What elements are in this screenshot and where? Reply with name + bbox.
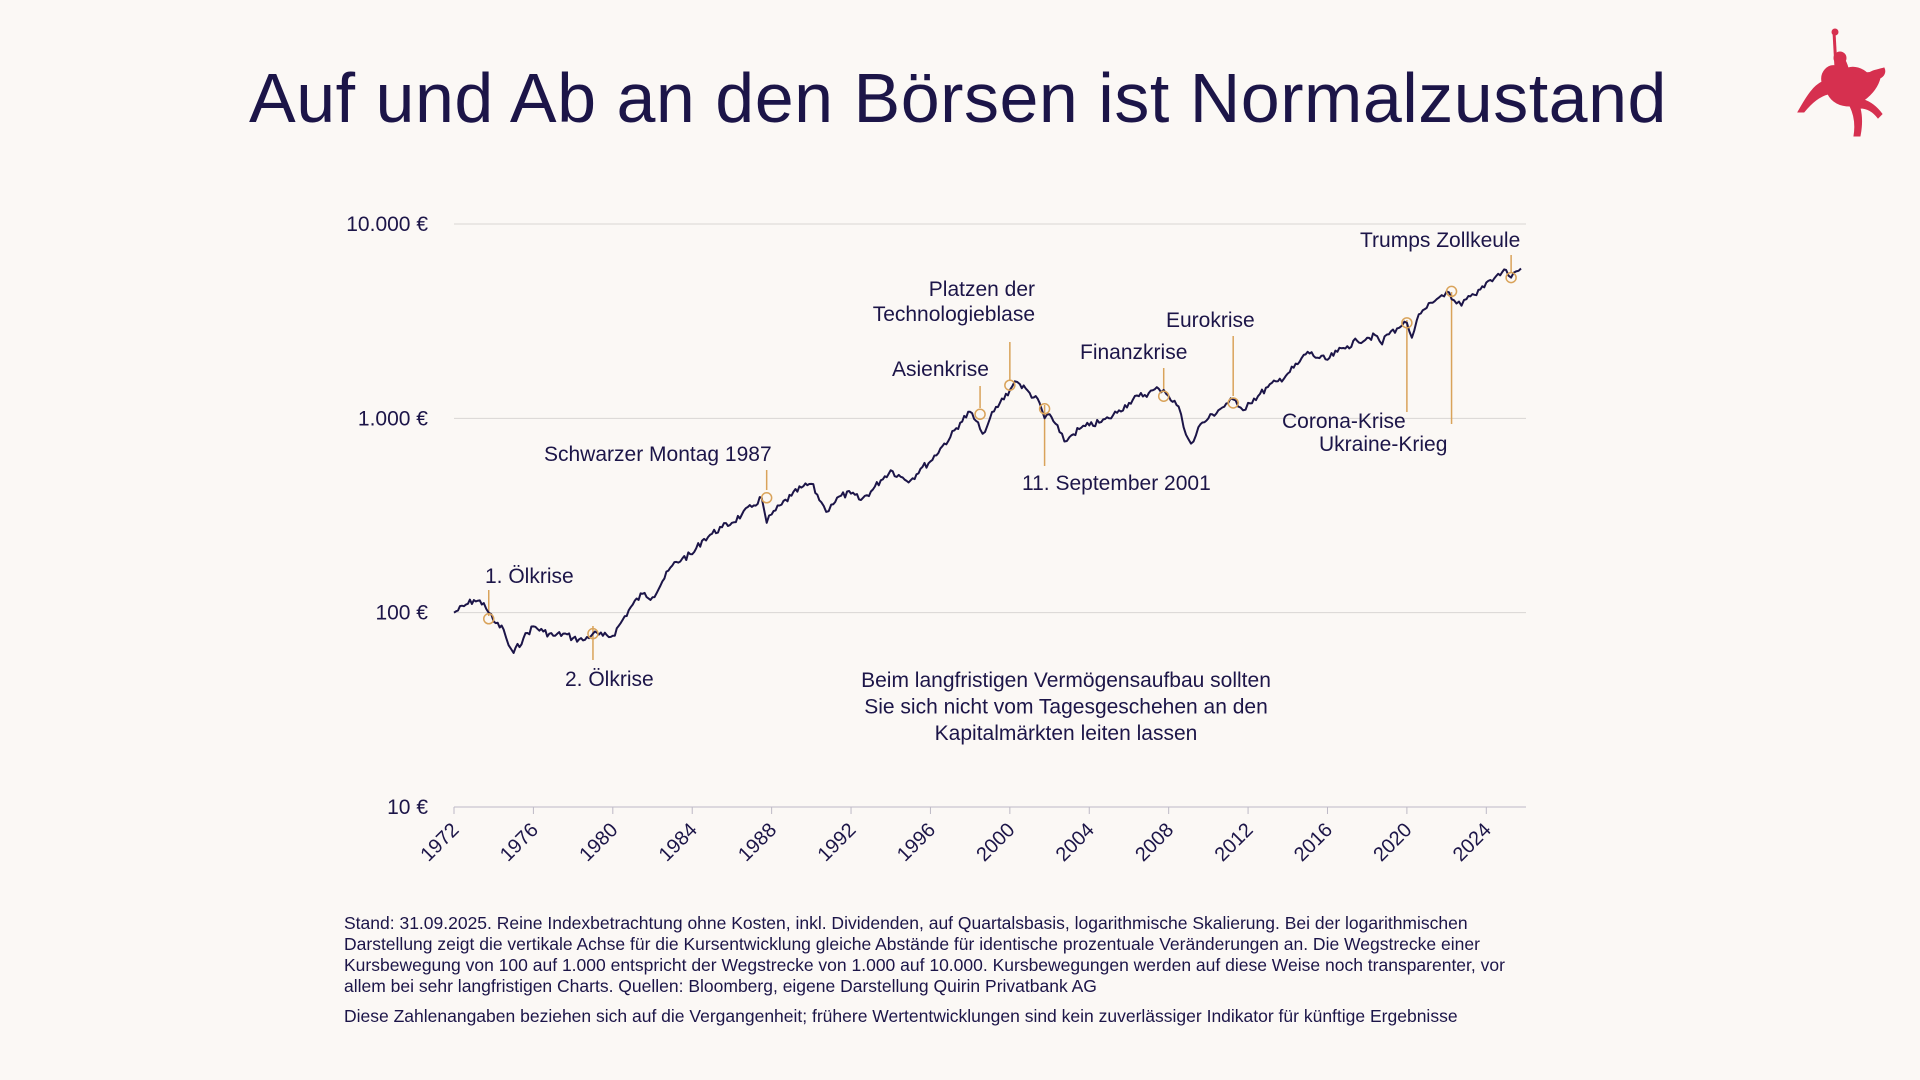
center-note-line: Beim langfristigen Vermögensaufbau sollt… <box>861 669 1271 692</box>
annotation-marker <box>760 492 773 504</box>
y-axis: 10.000 € 1.000 € 100 € 10 € <box>346 213 428 819</box>
center-note-line: Kapitalmärkten leiten lassen <box>935 722 1198 745</box>
x-tick-label: 2012 <box>1211 819 1258 866</box>
annotation-label: 11. September 2001 <box>1022 472 1211 495</box>
knight-on-horse-logo-icon <box>1797 28 1886 137</box>
annotation-marker <box>1445 285 1458 298</box>
annotation-marker <box>1157 390 1170 402</box>
y-tick-label: 10.000 € <box>346 213 428 236</box>
series-layer <box>453 267 1522 654</box>
annotation-marker <box>587 627 599 640</box>
annotation-marker <box>482 613 495 625</box>
annotation-label: Schwarzer Montag 1987 <box>544 443 772 466</box>
annotation-label: Finanzkrise <box>1080 341 1187 364</box>
annotation-label-line: Platzen der <box>929 278 1035 301</box>
annotation-label: Asienkrise <box>892 358 989 381</box>
page-title: Auf und Ab an den Börsen ist Normalzusta… <box>249 59 1667 137</box>
x-tick-label: 1988 <box>734 819 781 866</box>
y-tick-label: 10 € <box>387 796 428 819</box>
annotation-leaders <box>487 255 1512 660</box>
x-tick-label: 1972 <box>417 819 464 866</box>
footnote-disclaimer: Diese Zahlenangaben beziehen sich auf di… <box>344 1006 1458 1026</box>
x-tick-label: 2004 <box>1052 819 1099 866</box>
x-tick-label: 1992 <box>814 819 861 866</box>
annotation-marker <box>1401 317 1413 329</box>
annotation-label: Trumps Zollkeule <box>1360 229 1520 252</box>
y-tick-label: 100 € <box>375 602 428 625</box>
x-tick-label: 1996 <box>893 819 940 866</box>
center-note: Beim langfristigen Vermögensaufbau sollt… <box>861 669 1271 745</box>
x-tick-label: 2016 <box>1290 819 1337 866</box>
annotation-marker <box>1038 403 1051 415</box>
annotation-label: Eurokrise <box>1166 309 1255 332</box>
annotation-labels: 1. Ölkrise 2. Ölkrise Schwarzer Montag 198… <box>485 229 1520 691</box>
x-tick-label: 2008 <box>1131 819 1178 866</box>
x-tick-label: 2020 <box>1369 819 1416 866</box>
y-tick-label: 1.000 € <box>358 407 428 430</box>
x-tick-label: 2024 <box>1449 819 1496 866</box>
center-note-line: Sie sich nicht vom Tagesgeschehen an den <box>864 696 1268 719</box>
annotation-label: 2. Ölkrise <box>565 668 654 691</box>
x-axis: 1972 1976 1980 1984 1988 1992 1996 2000 2004 2008… <box>417 807 1496 866</box>
x-tick-label: 1976 <box>496 819 543 866</box>
annotation-marker <box>1004 379 1016 391</box>
x-tick-label: 1984 <box>655 819 702 866</box>
x-tick-label: 1980 <box>575 819 622 866</box>
annotation-label: Platzen der Technologieblase <box>873 278 1035 326</box>
annotation-marker <box>1227 397 1239 409</box>
annotation-marker <box>974 408 986 420</box>
annotation-label-line: Technologieblase <box>873 303 1035 326</box>
footnote-source: Stand: 31.09.2025. Reine Indexbetrachtun… <box>344 913 1505 996</box>
annotation-marker <box>1505 271 1517 284</box>
annotation-markers <box>482 271 1517 640</box>
annotation-label: Corona-Krise <box>1282 410 1406 433</box>
annotation-label: Ukraine-Krieg <box>1319 433 1447 456</box>
annotation-label: 1. Ölkrise <box>485 565 574 588</box>
series-line <box>453 267 1522 654</box>
x-tick-label: 2000 <box>972 819 1019 866</box>
